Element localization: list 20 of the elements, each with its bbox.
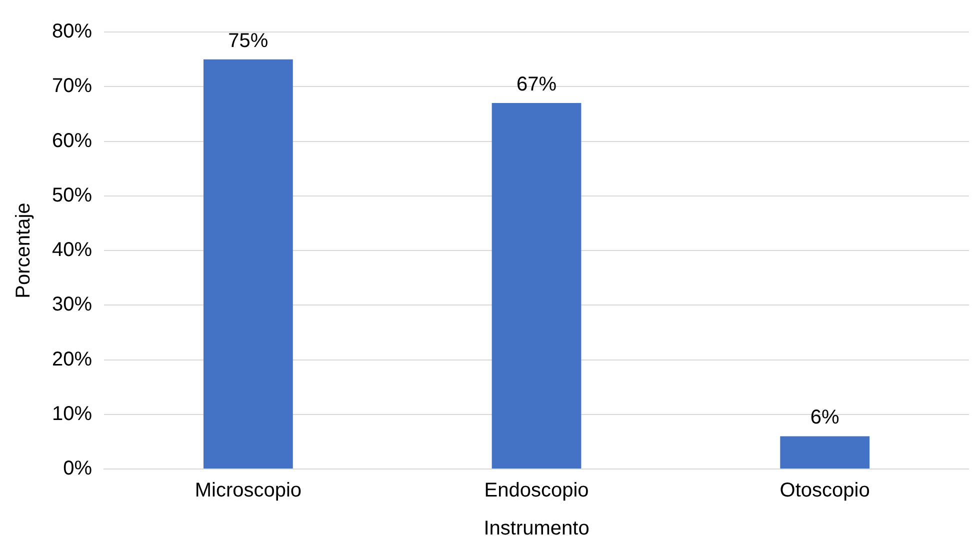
x-axis-title: Instrumento xyxy=(484,518,590,540)
x-tick-label: Microscopio xyxy=(194,480,302,502)
y-tick-label: 40% xyxy=(52,239,92,262)
y-tick-label: 50% xyxy=(52,184,92,206)
y-tick-label: 80% xyxy=(52,20,92,43)
y-tick-label: 20% xyxy=(52,348,92,370)
y-tick-label: 30% xyxy=(52,294,92,316)
bar xyxy=(204,59,293,468)
x-tick-label: Endoscopio xyxy=(484,480,589,502)
y-axis-title: Porcentaje xyxy=(12,202,35,298)
bar xyxy=(492,103,582,468)
y-tick-label: 60% xyxy=(52,130,92,152)
data-label: 67% xyxy=(516,74,557,96)
y-tick-label: 0% xyxy=(63,458,92,480)
data-label: 6% xyxy=(810,406,840,429)
x-tick-label: Otoscopio xyxy=(780,480,870,502)
bar xyxy=(780,436,870,468)
y-tick-label: 70% xyxy=(52,75,92,98)
y-tick-label: 10% xyxy=(52,402,92,425)
data-label: 75% xyxy=(228,30,268,52)
